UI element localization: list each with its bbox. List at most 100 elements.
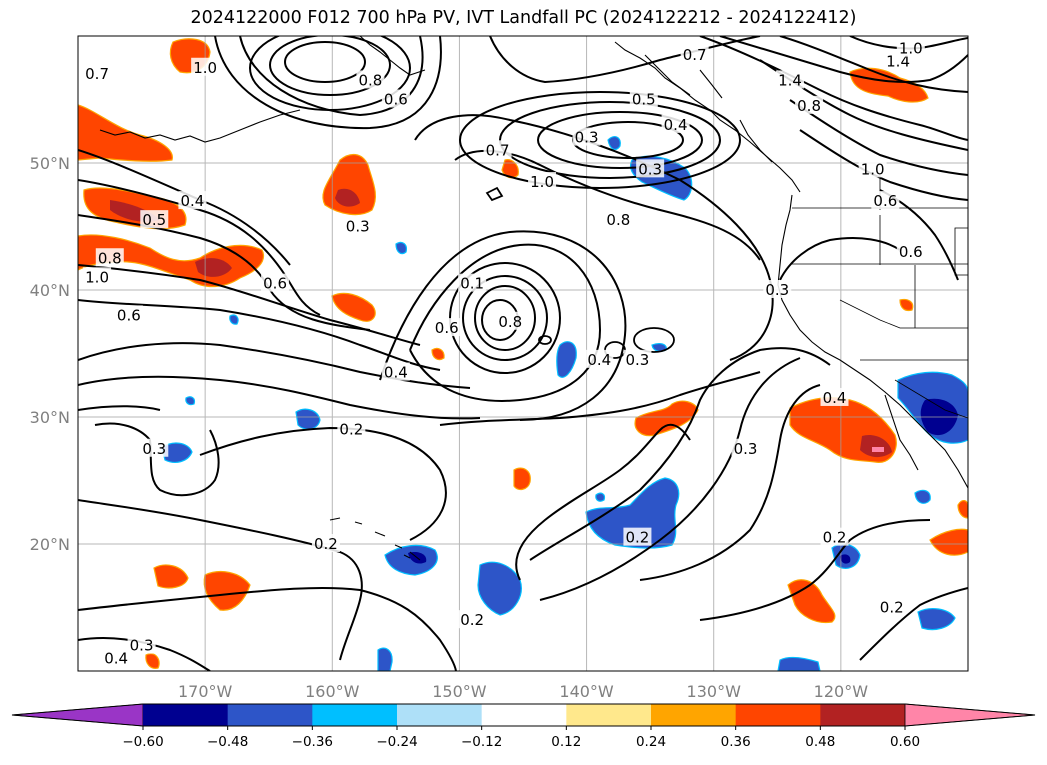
contour-label: 1.0	[530, 173, 554, 191]
colorbar-tick-label: 0.60	[890, 734, 920, 750]
contour-label-bg	[896, 38, 925, 57]
contour-label-bg	[528, 172, 557, 191]
contour-label-bg	[356, 70, 385, 89]
contour-label-bg	[629, 89, 658, 108]
contour-label-bg	[432, 318, 461, 337]
contour-label: 0.5	[142, 211, 166, 229]
contour-label: 0.6	[873, 192, 897, 210]
contour-label-bg	[763, 280, 792, 298]
contour-label-bg	[820, 527, 849, 546]
contour-label-bg	[871, 191, 900, 210]
contour-label-bg	[820, 387, 849, 406]
map-title: 2024122000 F012 700 hPa PV, IVT Landfall…	[190, 8, 857, 28]
contour-label: 0.8	[797, 97, 821, 115]
contour-label-bg	[381, 362, 410, 381]
contour-label: 0.3	[130, 637, 154, 655]
colorbar-tick-label: −0.24	[376, 734, 417, 750]
contour-label-bg	[343, 216, 372, 235]
contour-label-bg	[623, 349, 652, 368]
contour-label: 0.4	[587, 351, 611, 369]
contour-label: 0.6	[899, 243, 923, 261]
contour-label: 0.8	[498, 313, 522, 331]
colorbar-swatch	[735, 704, 821, 726]
lat-tick-label: 20°N	[30, 535, 70, 554]
contour-label-bg	[661, 114, 690, 133]
contour-label: 0.4	[104, 649, 128, 667]
colorbar-swatch	[651, 704, 737, 726]
contour-label: 0.8	[606, 211, 630, 229]
contour-label-bg	[95, 248, 124, 267]
lat-tick-label: 30°N	[30, 408, 70, 427]
contour-label: 0.2	[823, 529, 847, 547]
contour-label-bg	[458, 610, 487, 629]
colorbar: −0.60 −0.48 −0.36 −0.24 −0.12 0.12 0.24 0.36 0.4…	[11, 703, 1036, 750]
colorbar-tick-label: −0.36	[292, 734, 333, 750]
contour-label: 0.4	[180, 192, 204, 210]
contour-labels: 0.7 1.00.80.60.40.50.81.0 0.60.30.60.50.30…	[83, 38, 925, 667]
contour-label-bg	[140, 438, 169, 457]
contour-label: 0.6	[263, 275, 287, 293]
contour-label-bg	[604, 210, 633, 229]
contour-label: 0.2	[460, 611, 484, 629]
contour-label: 0.3	[575, 129, 599, 147]
contour-label-bg	[381, 89, 410, 108]
contour-label-bg	[496, 311, 525, 330]
colorbar-tick-label: −0.48	[207, 734, 248, 750]
contour-label: 0.4	[823, 389, 847, 407]
contour-label: 1.4	[886, 52, 910, 70]
colorbar-swatch	[312, 704, 398, 726]
lat-tick-label: 40°N	[30, 281, 70, 300]
latitude-labels: 20°N 30°N 40°N 50°N	[30, 154, 70, 554]
contour-label: 0.8	[98, 249, 122, 267]
contour-label: 0.2	[880, 599, 904, 617]
contour-label: 0.2	[625, 529, 649, 547]
contour-label: 0.4	[664, 116, 688, 134]
colorbar-tick-label: −0.60	[122, 734, 163, 750]
lon-tick-label: 150°W	[432, 682, 487, 701]
contour-label-bg	[337, 419, 366, 438]
lon-tick-label: 160°W	[305, 682, 360, 701]
longitude-labels: 170°W 160°W 150°W 140°W 130°W 120°W	[178, 682, 868, 701]
colorbar-swatch	[397, 704, 483, 726]
contour-label-bg	[140, 210, 169, 229]
contour-label: 0.3	[765, 281, 789, 299]
contour-label: 0.7	[486, 141, 510, 159]
contour-label: 0.3	[142, 440, 166, 458]
colorbar-tick-label: 0.12	[551, 734, 581, 750]
contour-label: 0.8	[358, 71, 382, 89]
contour-label-bg	[877, 597, 906, 616]
lon-tick-label: 130°W	[687, 682, 742, 701]
map-plot-area: 0.7 1.00.80.60.40.50.81.0 0.60.30.60.50.30…	[78, 36, 968, 671]
colorbar-swatch	[820, 704, 906, 726]
contour-label: 0.7	[85, 65, 109, 83]
contour-label: 1.4	[778, 71, 802, 89]
contour-label: 1.0	[193, 59, 217, 77]
lon-tick-label: 170°W	[178, 682, 233, 701]
contour-label: 1.0	[899, 40, 923, 58]
contour-label-bg	[585, 349, 614, 368]
contour-label: 0.4	[384, 364, 408, 382]
contour-label: 0.7	[683, 46, 707, 64]
contour-label: 0.6	[384, 91, 408, 109]
colorbar-extend-max	[904, 703, 1036, 727]
contour-label-bg	[795, 95, 824, 114]
lat-tick-label: 50°N	[30, 154, 70, 173]
contour-label-bg	[311, 534, 340, 552]
contour-label: 0.1	[460, 275, 484, 293]
map-frame	[77, 35, 969, 672]
contour-label: 0.6	[435, 319, 459, 337]
contour-label-bg	[636, 159, 665, 178]
lon-tick-label: 140°W	[559, 682, 614, 701]
contour-label-bg	[623, 527, 652, 546]
contour-label: 0.3	[638, 160, 662, 178]
colorbar-swatch	[481, 704, 567, 726]
contour-label: 0.3	[734, 440, 758, 458]
contour-label: 0.2	[339, 421, 363, 439]
contour-label-bg	[127, 635, 156, 654]
colorbar-extend-min	[11, 703, 144, 727]
negative-anomaly-shading	[161, 136, 968, 671]
contour-label-bg	[114, 305, 143, 324]
contour-label-bg	[261, 273, 290, 292]
contour-label: 0.5	[632, 91, 656, 109]
